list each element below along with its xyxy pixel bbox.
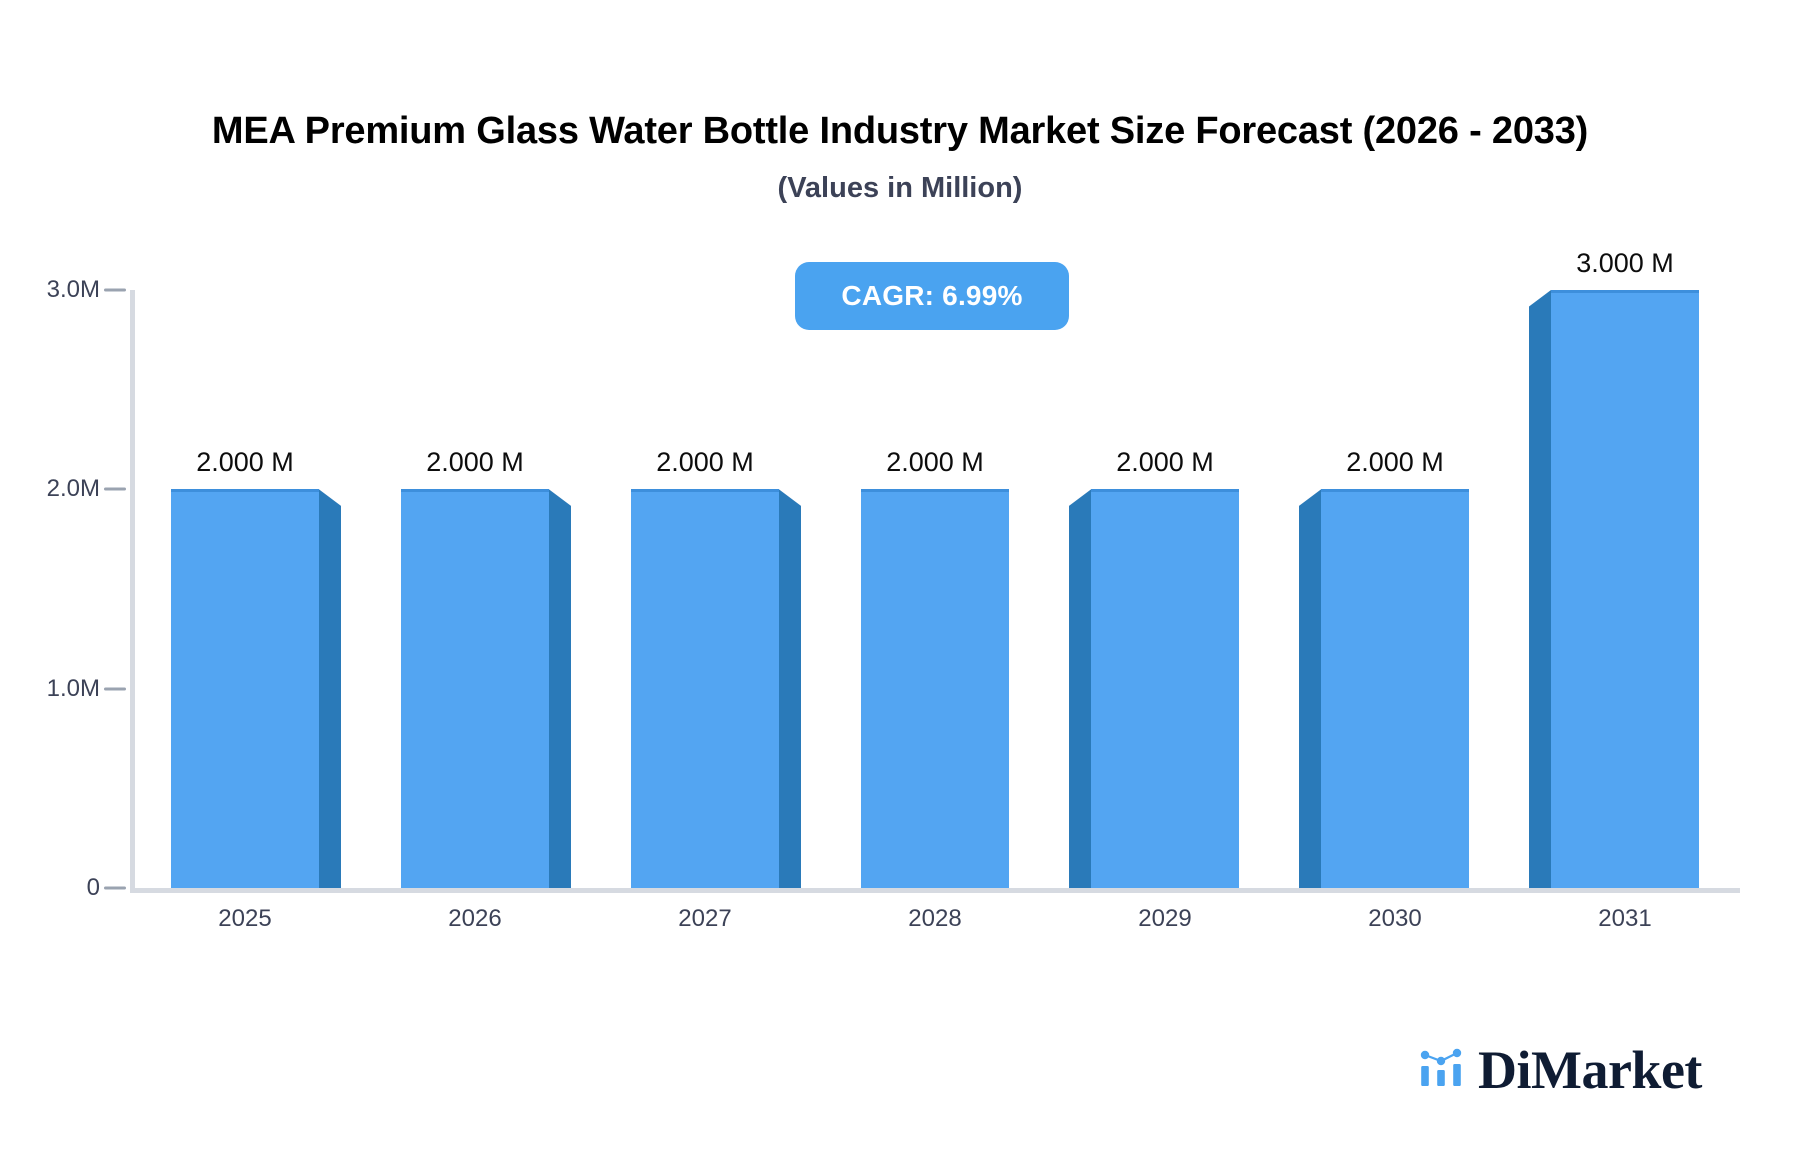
x-axis-tick-label: 2030 (1368, 905, 1422, 932)
bar[interactable] (861, 489, 1009, 888)
logo-wordmark: DiMarket (1478, 1040, 1702, 1100)
y-axis-tick-mark (104, 886, 126, 890)
cagr-badge: CAGR: 6.99% (795, 262, 1069, 330)
bar[interactable] (171, 489, 341, 888)
x-axis-line (130, 888, 1740, 893)
bar-value-label: 2.000 M (426, 447, 524, 478)
bar-depth-face (1529, 290, 1551, 888)
x-axis-tick-label: 2031 (1598, 905, 1652, 932)
y-axis-tick-label: 3.0M (46, 276, 100, 303)
bar-value-label: 2.000 M (656, 447, 754, 478)
bar-value-label: 2.000 M (196, 447, 294, 478)
dimarket-logo: DiMarket (1418, 1043, 1702, 1097)
bar-depth-face (779, 489, 801, 888)
bar-depth-face (1069, 489, 1091, 888)
x-axis-tick-label: 2027 (678, 905, 732, 932)
x-axis-tick-label: 2028 (908, 905, 962, 932)
bar-value-label: 2.000 M (1116, 447, 1214, 478)
bar-value-label: 3.000 M (1576, 248, 1674, 278)
cagr-badge-label: CAGR: 6.99% (841, 280, 1023, 311)
bar-front-face (1321, 489, 1469, 888)
y-axis-line (130, 290, 135, 890)
bar-front-face (401, 489, 549, 888)
bar[interactable] (1299, 489, 1469, 888)
x-axis-tick-label: 2025 (218, 905, 272, 932)
y-axis-tick-label: 1.0M (46, 674, 100, 702)
y-axis-tick-label: 0 (86, 874, 100, 901)
bar-front-face (1551, 290, 1699, 888)
bar[interactable] (1069, 489, 1239, 888)
x-axis-tick-label: 2029 (1138, 905, 1192, 932)
bar[interactable] (631, 489, 801, 888)
bar[interactable] (1529, 290, 1699, 888)
bar-depth-face (549, 489, 571, 888)
bar-depth-face (1299, 489, 1321, 888)
y-axis-tick-mark (104, 687, 126, 691)
bar-chart-icon (1418, 1045, 1464, 1096)
chart-subtitle: (Values in Million) (777, 172, 1023, 204)
bar-value-label: 2.000 M (1346, 447, 1444, 478)
bar-front-face (171, 489, 319, 888)
y-axis-tick-label: 2.0M (46, 475, 100, 503)
bar-front-face (1091, 489, 1239, 888)
y-axis-tick-mark (104, 487, 126, 491)
y-axis-tick-mark (104, 288, 126, 292)
x-axis-tick-label: 2026 (448, 905, 502, 932)
bar[interactable] (401, 489, 571, 888)
bar-front-face (861, 489, 1009, 888)
bar-front-face (631, 489, 779, 888)
page-title: MEA Premium Glass Water Bottle Industry … (211, 110, 1589, 152)
bar-value-label: 2.000 M (886, 447, 984, 478)
bar-depth-face (319, 489, 341, 888)
